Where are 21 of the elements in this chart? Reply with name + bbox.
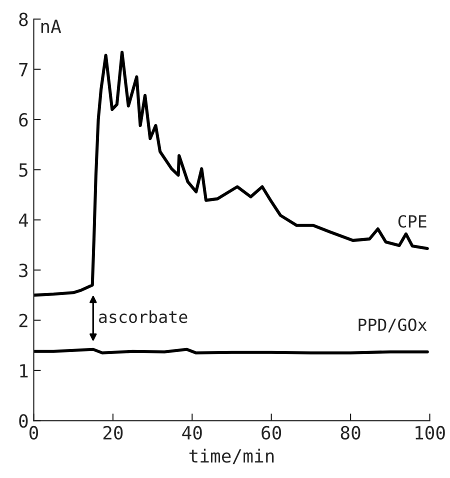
series-label: CPE	[398, 215, 426, 228]
annotation: ascorbate	[98, 310, 188, 324]
y-tick-label: 7	[19, 63, 28, 76]
y-tick-label: 0	[19, 414, 28, 428]
y-tick-label: 3	[19, 264, 28, 278]
y-tick-label: 8	[19, 12, 28, 26]
y-axis-title: nA	[41, 20, 62, 33]
x-tick-label: 0	[29, 426, 38, 440]
y-tick-label: 2	[19, 314, 28, 328]
x-tick-label: 40	[182, 426, 202, 440]
x-tick-label: 60	[262, 426, 282, 440]
x-tick-label: 80	[340, 426, 360, 440]
x-tick-label: 100	[416, 426, 445, 440]
y-tick-label: 6	[19, 113, 28, 127]
y-tick-label: 4	[18, 214, 28, 227]
line-series	[34, 50, 429, 297]
series-label: PPD/GOx	[358, 318, 427, 332]
y-tick-label: 5	[19, 163, 28, 177]
x-tick-label: 20	[103, 426, 123, 440]
y-tick-label: 1	[20, 364, 28, 378]
x-axis-title: time/min	[189, 448, 274, 464]
